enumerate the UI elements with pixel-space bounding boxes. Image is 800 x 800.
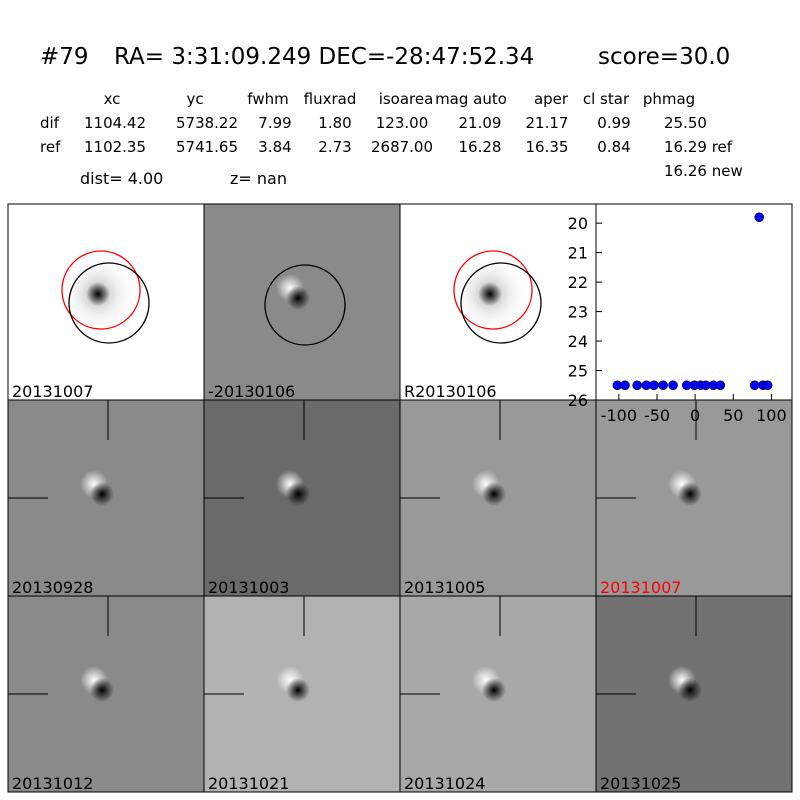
- score: score=30.0: [598, 44, 730, 70]
- point: [762, 380, 773, 391]
- cell: 16.28: [459, 138, 502, 156]
- column-header: yc: [186, 90, 203, 108]
- cell: 0.84: [597, 138, 630, 156]
- distance: dist= 4.00: [80, 169, 163, 188]
- y-tick-label: 21: [568, 244, 588, 263]
- stamp-label: 20131024: [404, 774, 485, 793]
- cell: 0.99: [597, 114, 630, 132]
- lobe-dark: [678, 678, 702, 702]
- column-header: fwhm: [247, 90, 288, 108]
- cell: 3.84: [258, 138, 291, 156]
- cell: 25.50: [664, 114, 707, 132]
- stamp-label: 20131007: [600, 578, 681, 597]
- y-tick-label: 25: [568, 362, 588, 381]
- x-tick-label: 50: [723, 406, 743, 425]
- lobe-dark: [286, 482, 310, 506]
- dif-aperture: [264, 264, 346, 346]
- scatter-plot: 20 21 22 23 24 25 26 -100 -50 0 50 100: [568, 203, 793, 425]
- source: [86, 282, 110, 306]
- stamp-label: -20130106: [208, 382, 295, 401]
- point: [754, 212, 765, 223]
- point: [649, 380, 659, 391]
- cell: 7.99: [258, 114, 291, 132]
- dif-aperture: [460, 262, 542, 344]
- stamp-label: 20130928: [12, 578, 93, 597]
- stamp-label: 20131012: [12, 774, 93, 793]
- y-tick-label: 23: [568, 303, 588, 322]
- stamp-label: R20130106: [404, 382, 497, 401]
- y-tick-label: 26: [568, 391, 588, 410]
- cell: 2687.00: [371, 138, 433, 156]
- point: [668, 380, 678, 391]
- new-mag: 16.26 new: [664, 162, 743, 180]
- redshift: z= nan: [230, 169, 287, 188]
- lobe-dark: [482, 678, 506, 702]
- column-header: mag auto: [435, 90, 507, 108]
- cell: 1.80: [318, 114, 351, 132]
- cell: 16.35: [526, 138, 569, 156]
- column-header: fluxrad: [304, 90, 357, 108]
- stamp-label: 20131021: [208, 774, 289, 793]
- row-label: ref: [40, 138, 61, 156]
- stamps: 20131007 -20130106 R20130106 20130928 201310…: [7, 203, 793, 793]
- x-tick-label: 0: [690, 406, 700, 425]
- ref-aperture: [61, 250, 141, 330]
- column-header: isoarea: [379, 90, 434, 108]
- cell: 123.00: [376, 114, 429, 132]
- stamp-label: 20131025: [600, 774, 681, 793]
- column-header: phmag: [643, 90, 695, 108]
- coordinates: RA= 3:31:09.249 DEC=-28:47:52.34: [114, 44, 534, 70]
- object-id: #79: [40, 44, 89, 70]
- lobe-dark: [286, 286, 310, 310]
- cell: 5741.65: [176, 138, 238, 156]
- dif-aperture: [68, 262, 150, 344]
- column-header: aper: [534, 90, 569, 108]
- y-tick-label: 22: [568, 273, 588, 292]
- x-tick-label: 100: [756, 406, 787, 425]
- source: [478, 282, 502, 306]
- x-tick-label: -100: [601, 406, 637, 425]
- plot-area: [595, 203, 793, 401]
- cell: 21.09: [459, 114, 502, 132]
- x-tick-label: -50: [644, 406, 670, 425]
- cell: 1104.42: [84, 114, 146, 132]
- stamp-label: 20131003: [208, 578, 289, 597]
- lobe-dark: [90, 482, 114, 506]
- y-tick-label: 20: [568, 214, 588, 233]
- stamp-label: 20131007: [12, 382, 93, 401]
- row-label: dif: [40, 114, 60, 132]
- cell: 1102.35: [84, 138, 146, 156]
- column-header: cl star: [583, 90, 630, 108]
- lobe-dark: [482, 482, 506, 506]
- table: xc yc fwhm fluxrad isoarea mag auto aper cl sta…: [40, 90, 733, 156]
- y-tick-label: 24: [568, 332, 588, 351]
- point: [632, 380, 642, 391]
- cell: 5738.22: [176, 114, 238, 132]
- cell: 16.29 ref: [664, 138, 733, 156]
- column-header: xc: [104, 90, 121, 108]
- point: [715, 380, 726, 391]
- lobe-dark: [286, 678, 310, 702]
- cell: 2.73: [318, 138, 351, 156]
- point: [620, 380, 630, 391]
- lobe-dark: [90, 678, 114, 702]
- stamp-label: 20131005: [404, 578, 485, 597]
- point: [658, 380, 668, 391]
- lobe-dark: [678, 482, 702, 506]
- point: [749, 380, 760, 391]
- ref-aperture: [453, 250, 533, 330]
- cell: 21.17: [526, 114, 569, 132]
